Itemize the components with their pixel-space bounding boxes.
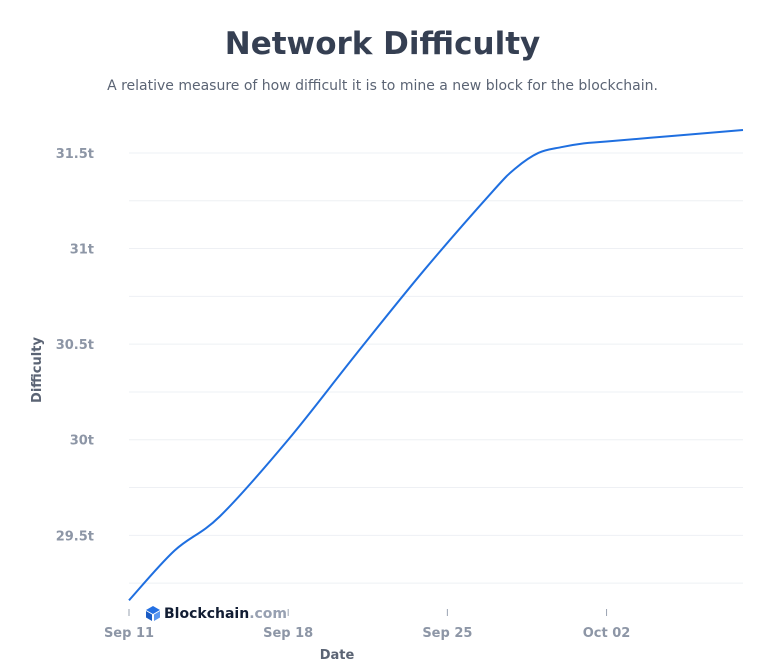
- y-tick-label: 31.5t: [56, 147, 94, 162]
- x-tick-label: Oct 02: [583, 626, 631, 641]
- brand-name: Blockchain: [164, 606, 249, 622]
- x-tick-label: Sep 11: [104, 626, 154, 641]
- blockchain-logo: Blockchain.com: [146, 606, 287, 622]
- x-axis-label: Date: [320, 648, 355, 663]
- chart-title: Network Difficulty: [224, 26, 541, 62]
- y-axis-label: Difficulty: [30, 337, 45, 403]
- y-axis: 29.5t 30t 30.5t 31t 31.5t: [56, 147, 94, 544]
- svg-text:Blockchain.com: Blockchain.com: [164, 606, 287, 622]
- difficulty-line: [128, 129, 744, 602]
- chart-subtitle: A relative measure of how difficult it i…: [107, 78, 658, 94]
- y-tick-label: 31t: [70, 243, 94, 258]
- x-tick-label: Sep 18: [263, 626, 313, 641]
- gridlines: [129, 152, 743, 584]
- blockchain-logo-icon: [146, 606, 160, 621]
- x-axis: Sep 11 Sep 18 Sep 25 Oct 02: [104, 609, 630, 641]
- y-tick-label: 30.5t: [56, 338, 94, 353]
- brand-suffix: .com: [249, 606, 287, 622]
- y-tick-label: 29.5t: [56, 529, 94, 544]
- x-tick-label: Sep 25: [422, 626, 472, 641]
- y-tick-label: 30t: [70, 434, 94, 449]
